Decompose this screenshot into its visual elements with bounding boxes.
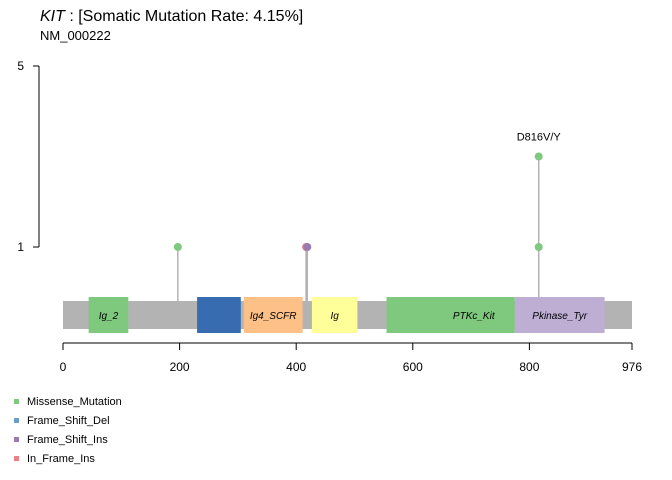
legend: Missense_Mutation Frame_Shift_Del Frame_… xyxy=(14,392,122,468)
x-tick-label: 976 xyxy=(622,360,642,374)
chart-title: KIT : [Somatic Mutation Rate: 4.15%] xyxy=(40,8,303,26)
domain-box xyxy=(311,297,358,333)
mutation-point xyxy=(534,152,543,161)
legend-swatch-frame-shift-del xyxy=(14,418,19,423)
mutation-point xyxy=(534,243,543,251)
legend-item-frame-shift-ins: Frame_Shift_Ins xyxy=(14,430,122,449)
domain-box xyxy=(88,297,129,333)
legend-label-frame-shift-ins: Frame_Shift_Ins xyxy=(27,433,108,446)
domain-label: Ig_2 xyxy=(99,311,119,322)
x-tick-label: 0 xyxy=(60,360,67,374)
legend-swatch-missense xyxy=(14,399,19,404)
legend-label-in-frame-ins: In_Frame_Ins xyxy=(27,452,95,465)
domain-label: Ig4_SCFR xyxy=(250,311,297,322)
legend-swatch-in-frame-ins xyxy=(14,456,19,461)
mutation-point xyxy=(173,243,182,251)
domain-box xyxy=(514,297,605,333)
domain-box xyxy=(386,297,515,333)
domain-box xyxy=(243,297,303,333)
y-tick-label: 1 xyxy=(17,240,24,254)
x-tick-label: 800 xyxy=(519,360,539,374)
mutation-point xyxy=(303,243,312,251)
domain-label: Ig xyxy=(331,311,340,322)
mutation-label: D816V/Y xyxy=(517,132,562,144)
domain-label: PTKc_Kit xyxy=(453,311,496,322)
legend-item-frame-shift-del: Frame_Shift_Del xyxy=(14,411,122,430)
domain-label: Pkinase_Tyr xyxy=(532,311,588,322)
legend-item-missense: Missense_Mutation xyxy=(14,392,122,411)
x-tick-label: 200 xyxy=(170,360,190,374)
legend-swatch-frame-shift-ins xyxy=(14,437,19,442)
legend-item-in-frame-ins: In_Frame_Ins xyxy=(14,449,122,468)
gene-name: KIT xyxy=(40,8,65,25)
legend-label-frame-shift-del: Frame_Shift_Del xyxy=(27,414,110,427)
mutation-rate-text: : [Somatic Mutation Rate: 4.15%] xyxy=(69,8,304,25)
domain-box xyxy=(197,297,241,333)
y-tick-label: 5 xyxy=(17,59,24,73)
transcript-id: NM_000222 xyxy=(40,28,111,43)
x-tick-label: 400 xyxy=(286,360,306,374)
legend-label-missense: Missense_Mutation xyxy=(27,395,122,408)
x-tick-label: 600 xyxy=(403,360,423,374)
